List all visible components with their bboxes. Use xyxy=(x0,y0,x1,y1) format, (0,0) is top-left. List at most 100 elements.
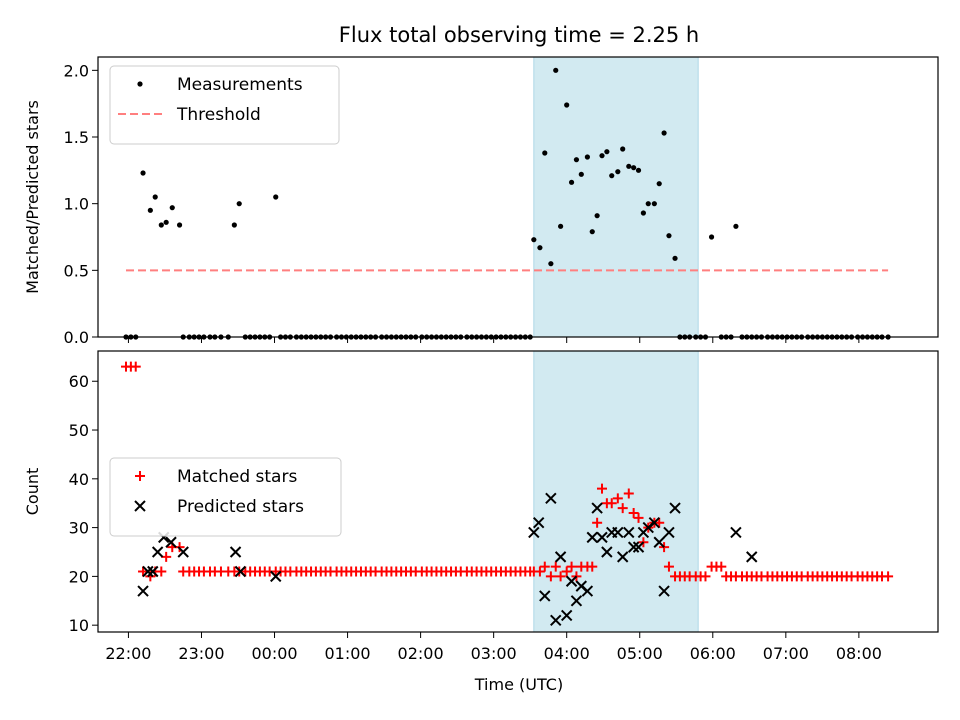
data-point xyxy=(669,502,681,514)
x-tick-label: 08:00 xyxy=(836,644,882,663)
axes-frame xyxy=(97,56,939,338)
legend: Measurements Threshold xyxy=(109,65,340,145)
data-point xyxy=(229,546,242,558)
data-point xyxy=(565,575,578,587)
data-point xyxy=(550,561,561,572)
data-point xyxy=(147,207,153,213)
data-point xyxy=(558,223,564,229)
data-point xyxy=(609,173,615,179)
data-point xyxy=(570,595,583,607)
data-point xyxy=(700,571,711,582)
data-point xyxy=(236,201,242,207)
y-tick-label: 60 xyxy=(69,372,89,391)
data-point xyxy=(568,179,575,185)
y-tick-label: 0.0 xyxy=(64,328,89,347)
data-point xyxy=(658,585,670,597)
x-tick-label: 01:00 xyxy=(325,644,371,663)
data-point xyxy=(663,526,675,539)
series-matched-stars xyxy=(121,361,894,582)
data-point xyxy=(137,585,149,597)
y-tick-label: 1.5 xyxy=(64,128,89,147)
data-point xyxy=(587,561,598,572)
data-point xyxy=(716,561,727,572)
top-panel: 0.0 0.5 1.0 1.5 2.0 Matched/Predicted stars Me… xyxy=(23,56,939,347)
series-predicted-stars xyxy=(137,492,758,626)
y-tick-label: 0.5 xyxy=(64,261,89,280)
data-point xyxy=(599,153,605,159)
x-tick-label: 07:00 xyxy=(763,644,809,663)
data-point xyxy=(596,531,608,544)
data-point xyxy=(553,67,559,73)
data-point xyxy=(163,219,169,225)
data-point xyxy=(158,222,164,228)
legend-label: Predicted stars xyxy=(177,497,304,517)
data-point xyxy=(633,512,644,523)
data-point xyxy=(589,229,595,235)
x-tick-label: 00:00 xyxy=(251,644,297,663)
data-point xyxy=(627,541,640,553)
data-point xyxy=(883,571,894,582)
data-point xyxy=(623,526,635,539)
data-point xyxy=(592,517,603,528)
data-point xyxy=(616,551,629,563)
data-point xyxy=(733,223,739,229)
data-point xyxy=(612,526,624,539)
data-point xyxy=(661,130,667,136)
data-point xyxy=(640,210,646,216)
data-point xyxy=(615,169,621,175)
data-point xyxy=(591,502,603,514)
data-point xyxy=(601,546,613,558)
data-point xyxy=(539,561,550,572)
data-point xyxy=(130,361,141,372)
data-point xyxy=(270,570,282,583)
data-point xyxy=(653,536,665,548)
data-point xyxy=(545,492,557,505)
legend-label: Matched stars xyxy=(177,467,297,487)
data-point xyxy=(626,163,632,169)
legend-label: Measurements xyxy=(177,75,303,95)
data-point xyxy=(746,551,758,563)
data-point xyxy=(165,536,177,548)
data-point xyxy=(708,234,715,240)
x-axis-label: Time (UTC) xyxy=(474,675,563,694)
data-point xyxy=(542,150,548,156)
x-tick-label: 02:00 xyxy=(398,644,444,663)
observing-window-span xyxy=(533,350,699,633)
legend-marker xyxy=(137,81,143,87)
legend-marker xyxy=(135,471,145,481)
data-point xyxy=(620,146,626,152)
x-tick-label: 23:00 xyxy=(178,644,224,663)
data-point xyxy=(635,167,642,173)
y-tick-label: 30 xyxy=(69,519,89,538)
data-point xyxy=(632,541,645,553)
data-point xyxy=(730,526,742,539)
data-point xyxy=(539,590,551,602)
data-point xyxy=(654,517,665,528)
data-point xyxy=(234,565,247,578)
data-point xyxy=(578,171,584,177)
y-tick-label: 50 xyxy=(69,421,89,440)
data-point xyxy=(169,205,175,211)
x-tick-label: 03:00 xyxy=(471,644,517,663)
legend-box xyxy=(109,65,340,145)
data-point xyxy=(142,565,154,578)
legend: Matched stars Predicted stars xyxy=(109,457,342,537)
data-point xyxy=(617,503,628,514)
data-point xyxy=(176,222,183,228)
data-point xyxy=(550,614,562,626)
data-point xyxy=(555,571,566,582)
legend-marker xyxy=(134,500,146,512)
data-point xyxy=(231,222,237,228)
x-tick-label: 06:00 xyxy=(690,644,736,663)
legend-box xyxy=(109,457,342,537)
data-point xyxy=(581,585,594,597)
data-point xyxy=(560,609,573,622)
data-point xyxy=(554,551,567,563)
observing-window-span xyxy=(533,56,699,338)
chart-title: Flux total observing time = 2.25 h xyxy=(339,23,699,47)
data-point xyxy=(537,245,543,251)
data-point xyxy=(561,566,572,577)
data-point xyxy=(656,181,662,187)
data-point xyxy=(532,517,545,529)
